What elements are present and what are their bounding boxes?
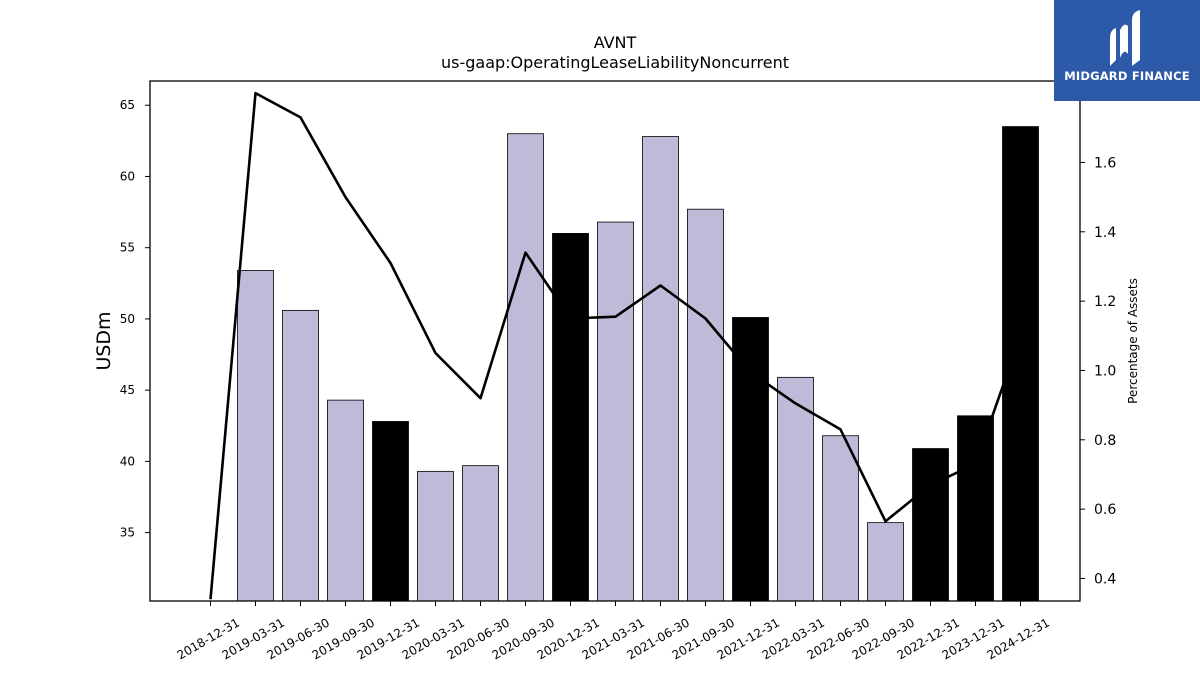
bar-2020-12-31 <box>552 233 589 602</box>
bar-2019-03-31 <box>237 270 274 602</box>
y-tick-label-35: 35 <box>120 526 135 540</box>
bar-2019-06-30 <box>282 309 319 602</box>
bar-2020-09-30 <box>507 133 544 602</box>
bars-group <box>237 126 1039 602</box>
bar-2019-12-31 <box>372 421 409 602</box>
bar-2022-12-31 <box>912 448 949 602</box>
y2-axis-label: Percentage of Assets <box>1126 278 1140 404</box>
midgard-finance-logo: MIDGARD FINANCE <box>1054 0 1200 101</box>
y2-tick-label-0.4: 0.4 <box>1094 571 1116 587</box>
y2-tick-label-1.2: 1.2 <box>1094 294 1116 310</box>
y2-tick-label-1: 1.0 <box>1094 363 1116 379</box>
percentage-of-assets-line <box>209 91 1022 600</box>
y2-tick-label-0.6: 0.6 <box>1094 502 1116 518</box>
bar-2023-12-31 <box>957 415 994 602</box>
chart-title: AVNT <box>594 33 637 52</box>
y-axis: 35 40 45 50 55 60 65 <box>120 98 150 540</box>
chart-subtitle: us-gaap:OperatingLeaseLiabilityNoncurren… <box>441 53 789 72</box>
bar-2020-03-31 <box>417 470 454 602</box>
y2-axis: 0.40.60.81.01.21.41.61.8 <box>1080 86 1116 587</box>
y2-tick-label-1.4: 1.4 <box>1094 225 1116 241</box>
bar-2021-09-30 <box>687 208 724 602</box>
bar-2022-09-30 <box>867 522 904 602</box>
bar-2021-12-31 <box>732 317 769 602</box>
y-tick-label-40: 40 <box>120 454 135 468</box>
bar-2021-03-31 <box>597 221 634 602</box>
bar-2019-09-30 <box>327 399 364 602</box>
y-axis-label: USDm <box>93 311 115 370</box>
line-group <box>209 91 1022 600</box>
y-tick-label-55: 55 <box>120 241 135 255</box>
y-tick-label-65: 65 <box>120 98 135 112</box>
bar-2020-06-30 <box>462 465 499 602</box>
y2-tick-label-1.6: 1.6 <box>1094 155 1116 171</box>
bar-2022-03-31 <box>777 376 814 602</box>
y-tick-label-45: 45 <box>120 383 135 397</box>
y2-tick-label-0.8: 0.8 <box>1094 433 1116 449</box>
midgard-m-logo-icon <box>1110 10 1140 66</box>
logo-text: MIDGARD FINANCE <box>1064 69 1190 83</box>
bar-2022-06-30 <box>822 435 859 602</box>
bar-2021-06-30 <box>642 136 679 602</box>
y-tick-label-50: 50 <box>120 312 135 326</box>
x-axis: 2018-12-312019-03-312019-06-302019-09-30… <box>175 601 1052 662</box>
bar-2024-12-31 <box>1002 126 1039 602</box>
y-tick-label-60: 60 <box>120 169 135 183</box>
